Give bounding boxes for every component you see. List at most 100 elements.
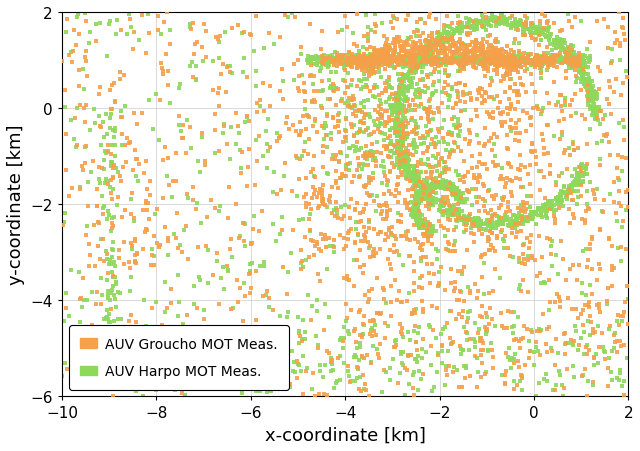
Point xyxy=(252,158,262,165)
Point xyxy=(441,45,451,52)
Point xyxy=(502,71,512,78)
Point xyxy=(476,220,486,227)
Point xyxy=(406,117,417,124)
Point xyxy=(575,62,585,69)
Point xyxy=(372,85,383,92)
Point xyxy=(420,221,430,228)
Point xyxy=(454,383,464,391)
Point xyxy=(127,379,138,387)
Point xyxy=(418,221,428,228)
Point xyxy=(550,37,561,44)
Point xyxy=(115,69,125,76)
Point xyxy=(460,53,470,60)
Point xyxy=(228,305,238,312)
Point xyxy=(460,53,470,60)
Point xyxy=(584,332,595,339)
Point xyxy=(404,178,415,185)
Point xyxy=(417,46,427,53)
Point xyxy=(531,221,541,228)
Point xyxy=(525,204,536,212)
Point xyxy=(415,275,425,282)
Point xyxy=(490,141,500,148)
Point xyxy=(408,204,418,212)
Point xyxy=(504,59,515,66)
Point xyxy=(411,199,421,206)
Point xyxy=(414,218,424,226)
Point xyxy=(494,64,504,71)
Point xyxy=(426,198,436,206)
Point xyxy=(392,159,402,166)
Point xyxy=(173,272,183,279)
Point xyxy=(452,218,462,226)
Point xyxy=(481,221,492,228)
Point xyxy=(296,153,307,160)
Point xyxy=(447,132,458,139)
Point xyxy=(387,55,397,62)
Point xyxy=(369,327,379,335)
Point xyxy=(418,224,428,231)
Point xyxy=(86,327,97,334)
Point xyxy=(307,56,317,63)
Point xyxy=(394,288,404,295)
Point xyxy=(541,215,552,222)
Point xyxy=(363,58,373,65)
Point xyxy=(435,173,445,180)
Point xyxy=(474,172,484,179)
Point xyxy=(383,234,393,241)
Point xyxy=(344,277,355,285)
Point xyxy=(329,385,339,392)
Point xyxy=(347,56,357,64)
Point xyxy=(495,19,505,26)
Point xyxy=(343,55,353,63)
Point xyxy=(438,179,449,186)
Point xyxy=(546,243,556,250)
Point xyxy=(353,78,364,85)
Point xyxy=(463,56,473,64)
Point xyxy=(417,184,428,192)
Point xyxy=(349,57,359,64)
Point xyxy=(171,349,181,356)
Point xyxy=(367,64,377,71)
Point xyxy=(425,104,435,111)
Point xyxy=(443,104,453,111)
Point xyxy=(592,96,602,103)
Point xyxy=(319,137,329,144)
Point xyxy=(353,55,364,62)
Point xyxy=(426,199,436,206)
Point xyxy=(479,183,489,190)
Point xyxy=(513,69,523,77)
Point xyxy=(410,212,420,220)
Point xyxy=(554,173,564,180)
Point xyxy=(364,152,374,160)
Point xyxy=(401,55,412,62)
Point xyxy=(449,242,459,249)
Point xyxy=(554,368,564,375)
Point xyxy=(207,272,218,279)
Point xyxy=(455,21,465,28)
Point xyxy=(452,120,463,128)
Point xyxy=(508,212,518,219)
Point xyxy=(504,54,514,61)
Point xyxy=(481,14,491,22)
Point xyxy=(416,59,426,66)
Point xyxy=(445,202,455,210)
Point xyxy=(595,108,605,115)
Point xyxy=(478,221,488,228)
Point xyxy=(587,78,597,86)
Point xyxy=(514,51,524,58)
Point xyxy=(473,46,483,53)
Point xyxy=(410,178,420,185)
Point xyxy=(472,23,483,30)
Point xyxy=(411,201,421,208)
Point xyxy=(557,382,567,389)
Point xyxy=(330,124,340,132)
Point xyxy=(173,122,184,129)
Point xyxy=(245,268,255,275)
Point xyxy=(584,91,594,98)
Point xyxy=(568,49,579,56)
Point xyxy=(561,54,572,61)
Point xyxy=(387,224,397,231)
Point xyxy=(424,47,435,54)
Point xyxy=(390,57,400,64)
Point xyxy=(427,63,437,70)
